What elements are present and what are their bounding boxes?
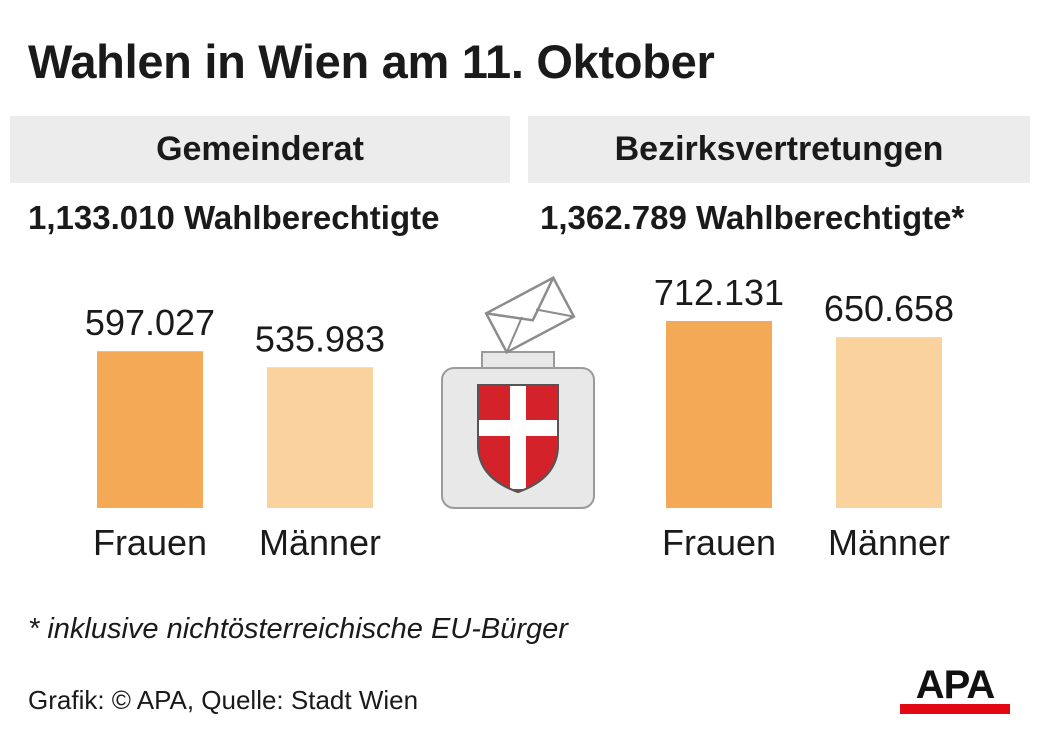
panel-header-gemeinderat: Gemeinderat	[10, 116, 510, 183]
value-label: 650.658	[824, 288, 954, 329]
category-label: Frauen	[93, 522, 207, 563]
bar-0-mnner	[267, 367, 373, 508]
vienna-coat-of-arms-icon	[477, 384, 559, 494]
apa-logo: APA	[900, 664, 1010, 714]
envelope-icon	[484, 276, 576, 354]
panel-title-gemeinderat: Gemeinderat	[156, 130, 364, 168]
value-label: 535.983	[255, 318, 385, 359]
source-credit: Grafik: © APA, Quelle: Stadt Wien	[28, 685, 419, 715]
total-gemeinderat: 1,133.010 Wahlberechtigte	[28, 199, 440, 236]
footnote: * inklusive nichtösterreichische EU-Bürg…	[28, 613, 568, 645]
bar-1-mnner	[836, 337, 942, 508]
svg-text:APA: APA	[916, 664, 995, 707]
category-label: Frauen	[662, 522, 776, 563]
chart-title: Wahlen in Wien am 11. Oktober	[28, 35, 715, 88]
panel-title-bezirksvertretungen: Bezirksvertretungen	[614, 130, 944, 168]
bar-0-frauen	[97, 351, 203, 508]
value-label: 597.027	[85, 302, 215, 343]
panel-header-bezirksvertretungen: Bezirksvertretungen	[528, 116, 1030, 183]
category-label: Männer	[828, 522, 950, 563]
category-label: Männer	[259, 522, 381, 563]
bar-1-frauen	[666, 321, 772, 508]
total-bezirksvertretungen: 1,362.789 Wahlberechtigte*	[540, 199, 965, 236]
value-label: 712.131	[654, 272, 784, 313]
